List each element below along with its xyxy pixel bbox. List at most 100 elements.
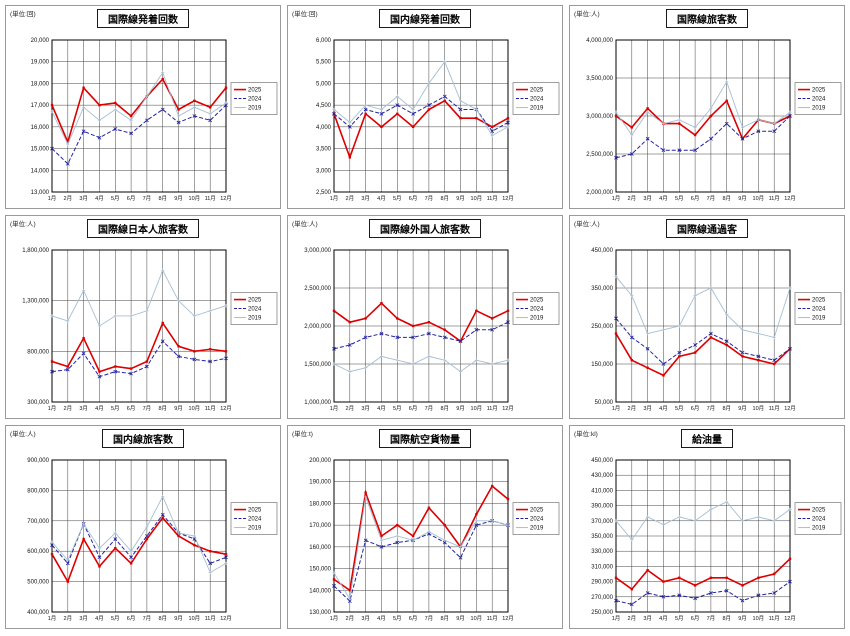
svg-text:4,000,000: 4,000,000 <box>586 38 613 44</box>
svg-text:9月: 9月 <box>456 195 465 202</box>
svg-text:2月: 2月 <box>346 405 355 412</box>
svg-text:2025: 2025 <box>248 508 262 514</box>
svg-text:17,000: 17,000 <box>31 103 50 109</box>
svg-text:8月: 8月 <box>722 405 731 412</box>
svg-text:410,000: 410,000 <box>591 488 613 494</box>
chart-plot: 300,000 800,000 1,300,000 1,800,000 1月 2月 3月 4月… <box>22 248 278 412</box>
svg-text:3,000,000: 3,000,000 <box>586 114 613 120</box>
svg-text:3月: 3月 <box>643 615 652 622</box>
svg-text:4月: 4月 <box>377 615 386 622</box>
svg-text:2025: 2025 <box>530 298 544 304</box>
svg-text:2月: 2月 <box>346 615 355 622</box>
svg-text:6月: 6月 <box>409 615 418 622</box>
svg-text:11月: 11月 <box>487 195 498 202</box>
svg-text:7月: 7月 <box>143 195 152 202</box>
chart-plot: 13,000 14,000 15,000 16,000 17,000 18,000 19,0… <box>31 38 278 202</box>
svg-text:1月: 1月 <box>330 195 339 202</box>
svg-text:2,500: 2,500 <box>316 190 332 196</box>
svg-text:2月: 2月 <box>64 195 73 202</box>
svg-text:6月: 6月 <box>127 405 136 412</box>
svg-text:3月: 3月 <box>643 405 652 412</box>
chart-legend: 2025 2024 2019 <box>512 502 560 535</box>
unit-label: (単位:人) <box>10 221 36 228</box>
svg-text:2月: 2月 <box>64 405 73 412</box>
unit-label: (単位:人) <box>574 11 600 18</box>
svg-text:6月: 6月 <box>691 195 700 202</box>
unit-label: (単位:t) <box>292 431 313 438</box>
svg-text:5月: 5月 <box>111 615 120 622</box>
svg-text:500,000: 500,000 <box>27 580 49 586</box>
svg-text:12月: 12月 <box>784 615 796 622</box>
svg-text:5,000: 5,000 <box>316 81 332 87</box>
chart-panel: 国際航空貨物量 (単位:t) 130,000 140,000 150,000 160,00… <box>287 425 563 629</box>
chart-panel: 国際線発着回数 (単位:回) 13,000 14,000 15,000 16,000 17,… <box>5 5 281 209</box>
svg-text:4月: 4月 <box>95 615 104 622</box>
chart-title: 国際線旅客数 <box>666 9 748 28</box>
svg-text:12月: 12月 <box>502 405 514 412</box>
svg-text:6,000: 6,000 <box>316 38 332 44</box>
svg-text:8月: 8月 <box>158 405 167 412</box>
svg-text:2024: 2024 <box>248 517 262 523</box>
svg-text:7月: 7月 <box>143 405 152 412</box>
svg-text:3月: 3月 <box>79 405 88 412</box>
svg-text:8月: 8月 <box>440 615 449 622</box>
svg-text:370,000: 370,000 <box>591 519 613 525</box>
svg-text:11月: 11月 <box>205 405 216 412</box>
svg-text:1月: 1月 <box>612 615 621 622</box>
svg-text:9月: 9月 <box>174 405 183 412</box>
svg-text:5月: 5月 <box>675 195 684 202</box>
svg-text:19,000: 19,000 <box>31 60 50 66</box>
svg-text:8月: 8月 <box>158 195 167 202</box>
svg-text:14,000: 14,000 <box>31 168 50 174</box>
svg-text:3月: 3月 <box>643 195 652 202</box>
svg-text:12月: 12月 <box>502 615 514 622</box>
svg-text:3,000: 3,000 <box>316 168 332 174</box>
svg-text:8月: 8月 <box>440 195 449 202</box>
svg-text:10月: 10月 <box>189 405 201 412</box>
svg-text:600,000: 600,000 <box>27 549 49 555</box>
chart-panel: 国際線通過客 (単位:人) 50,000 150,000 250,000 350,000 4… <box>569 215 845 419</box>
unit-label: (単位:kl) <box>574 431 598 438</box>
svg-text:12月: 12月 <box>502 195 514 202</box>
svg-text:150,000: 150,000 <box>309 567 331 573</box>
svg-text:1月: 1月 <box>330 405 339 412</box>
svg-text:20,000: 20,000 <box>31 38 50 44</box>
svg-text:2024: 2024 <box>530 517 544 523</box>
chart-title: 国内線旅客数 <box>102 429 184 448</box>
svg-text:7月: 7月 <box>425 405 434 412</box>
svg-text:11月: 11月 <box>487 405 498 412</box>
svg-text:2019: 2019 <box>248 316 262 322</box>
svg-text:300,000: 300,000 <box>27 400 49 406</box>
chart-legend: 2025 2024 2019 <box>794 82 842 115</box>
svg-text:5月: 5月 <box>111 195 120 202</box>
svg-text:800,000: 800,000 <box>27 349 49 355</box>
unit-label: (単位:回) <box>10 11 36 18</box>
svg-text:4月: 4月 <box>377 405 386 412</box>
svg-text:12月: 12月 <box>220 405 232 412</box>
svg-text:10月: 10月 <box>471 405 483 412</box>
svg-text:9月: 9月 <box>174 615 183 622</box>
svg-text:4月: 4月 <box>659 195 668 202</box>
svg-text:200,000: 200,000 <box>309 458 331 464</box>
svg-text:2月: 2月 <box>628 405 637 412</box>
svg-text:150,000: 150,000 <box>591 362 613 368</box>
svg-text:4月: 4月 <box>377 195 386 202</box>
svg-text:140,000: 140,000 <box>309 588 331 594</box>
svg-text:1月: 1月 <box>612 195 621 202</box>
svg-text:1,300,000: 1,300,000 <box>22 299 49 305</box>
svg-text:2024: 2024 <box>248 97 262 103</box>
chart-title: 国内線発着回数 <box>379 9 471 28</box>
chart-legend: 2025 2024 2019 <box>230 82 278 115</box>
svg-text:310,000: 310,000 <box>591 564 613 570</box>
svg-text:4月: 4月 <box>95 405 104 412</box>
svg-text:2月: 2月 <box>64 615 73 622</box>
chart-panel: 給油量 (単位:kl) 250,000 270,000 290,000 310,000 33… <box>569 425 845 629</box>
chart-title: 国際線日本人旅客数 <box>87 219 199 238</box>
svg-text:160,000: 160,000 <box>309 545 331 551</box>
svg-text:2019: 2019 <box>812 316 826 322</box>
chart-plot: 130,000 140,000 150,000 160,000 170,000 180,0… <box>309 458 560 622</box>
svg-text:5月: 5月 <box>675 615 684 622</box>
svg-text:8月: 8月 <box>722 195 731 202</box>
chart-legend: 2025 2024 2019 <box>794 292 842 325</box>
svg-text:2019: 2019 <box>812 526 826 532</box>
